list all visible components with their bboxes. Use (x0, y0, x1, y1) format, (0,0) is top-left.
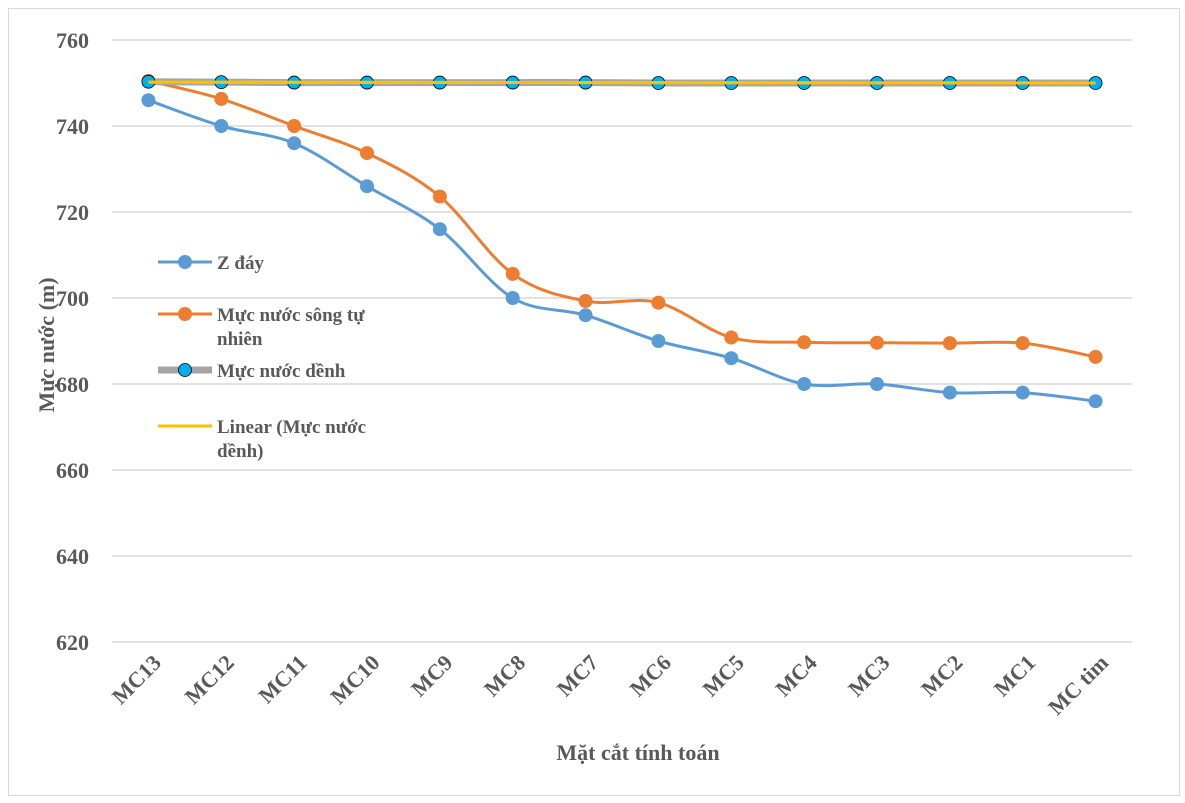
legend-label: Z đáy (217, 253, 264, 274)
x-tick-label: MC12 (180, 650, 239, 709)
data-point (651, 295, 666, 310)
data-point (214, 91, 229, 106)
data-point (432, 189, 447, 204)
gridlines (112, 39, 1132, 643)
x-tick-label: MC9 (406, 650, 457, 701)
x-tick-label: MC tim (1043, 650, 1113, 720)
data-point (287, 136, 302, 151)
x-axis-ticks: MC13 MC12 MC11 MC10 MC9 MC8 MC7 MC6 MC5 MC4 MC3 MC2… (107, 650, 1113, 720)
data-point (651, 334, 666, 348)
y-axis-ticks: 620 640 660 680 700 720 740 760 (56, 28, 89, 655)
data-point (214, 119, 229, 133)
legend-label: Mực nước dềnh (217, 361, 346, 382)
x-tick-label: MC7 (552, 650, 603, 701)
data-point (578, 294, 593, 309)
series-group (141, 73, 1103, 409)
y-tick-label: 660 (56, 458, 89, 483)
data-point (360, 146, 374, 161)
y-axis-title: Mực nước (m) (34, 277, 59, 412)
trendline-overlay (148, 80, 1096, 85)
x-tick-label: MC2 (916, 650, 967, 701)
data-point (870, 377, 884, 391)
data-point (870, 335, 884, 350)
data-point (724, 330, 739, 345)
x-tick-label: MC5 (697, 650, 748, 701)
x-tick-label: MC4 (770, 650, 821, 701)
data-point (1088, 349, 1103, 364)
y-tick-label: 700 (56, 286, 89, 311)
legend-item: Linear (Mực nước dềnh) (158, 417, 366, 462)
data-point (797, 377, 812, 391)
x-tick-label: MC3 (843, 650, 894, 701)
data-point (724, 351, 739, 366)
x-tick-label: MC8 (479, 650, 530, 701)
data-point (942, 336, 957, 351)
data-point (287, 119, 302, 133)
data-point (141, 93, 156, 108)
data-point (578, 308, 593, 323)
data-point (1015, 385, 1030, 400)
legend-marker (178, 255, 192, 269)
series-1 (141, 73, 1103, 364)
y-tick-label: 640 (56, 544, 89, 569)
y-tick-label: 720 (56, 200, 89, 225)
data-point (942, 385, 957, 400)
data-point (797, 335, 812, 350)
x-tick-label: MC6 (625, 650, 676, 701)
y-tick-label: 740 (56, 114, 89, 139)
series-line (146, 98, 1098, 403)
x-tick-label: MC1 (989, 650, 1040, 701)
data-point (505, 291, 520, 305)
legend-marker (178, 307, 192, 321)
data-point (505, 266, 520, 281)
y-tick-label: 680 (56, 372, 89, 397)
legend-item: Z đáy (158, 253, 264, 274)
data-point (432, 222, 447, 237)
legend-item: Mực nước sông tự nhiên (158, 305, 365, 350)
x-axis-title: Mặt cắt tính toán (556, 740, 719, 765)
x-tick-label: MC11 (253, 650, 311, 708)
legend-label: Linear (Mực nước dềnh) (217, 417, 366, 462)
series-0 (141, 93, 1103, 409)
legend: Z đáy Mực nước sông tự nhiên Mực nước dềnh L… (158, 253, 366, 462)
data-point (1015, 336, 1030, 351)
y-tick-label: 760 (56, 28, 89, 53)
series-line (146, 79, 1098, 359)
legend-item: Mực nước dềnh (158, 361, 346, 382)
chart-frame (8, 8, 1180, 796)
data-point (360, 179, 374, 194)
data-point (1088, 394, 1103, 409)
legend-label: Mực nước sông tự nhiên (217, 305, 365, 350)
y-tick-label: 620 (56, 630, 89, 655)
x-tick-label: MC10 (325, 650, 384, 709)
legend-marker (178, 363, 192, 377)
x-tick-label: MC13 (107, 650, 166, 709)
